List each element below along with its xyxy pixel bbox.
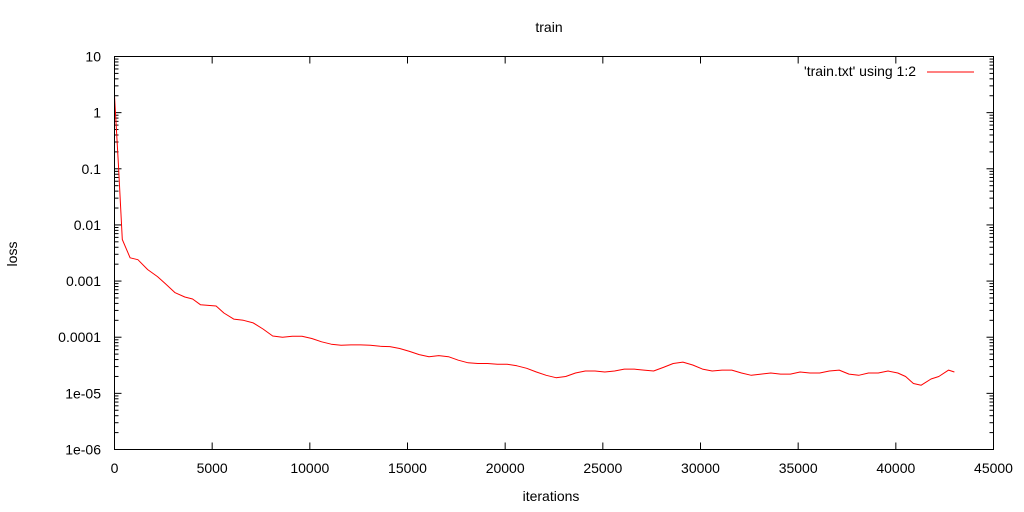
x-tick-label: 15000	[388, 460, 427, 476]
y-tick-label: 0.0001	[58, 329, 101, 345]
x-tick-label: 25000	[583, 460, 622, 476]
series-line-0	[114, 95, 955, 386]
chart-title: train	[535, 19, 562, 35]
plot-frame	[114, 56, 994, 450]
x-tick-label: 5000	[197, 460, 228, 476]
y-tick-label: 1	[93, 105, 101, 121]
y-tick-label: 1e-06	[65, 442, 101, 458]
x-tick-label: 45000	[974, 460, 1013, 476]
y-tick-label: 0.01	[74, 217, 101, 233]
series-layer	[114, 95, 955, 386]
x-tick-label: 10000	[290, 460, 329, 476]
tick-layer: 0 5000 10000 15000 20000 25000 30000 35000 40000…	[58, 49, 1013, 477]
x-tick-label: 30000	[681, 460, 720, 476]
y-axis-label: loss	[4, 242, 20, 267]
legend-label: 'train.txt' using 1:2	[804, 63, 916, 79]
x-tick-label: 0	[111, 460, 119, 476]
y-tick-label: 1e-05	[65, 385, 101, 401]
x-axis-label: iterations	[523, 488, 580, 504]
y-tick-label: 0.001	[66, 273, 101, 289]
y-tick-label: 0.1	[82, 161, 102, 177]
x-tick-label: 35000	[779, 460, 818, 476]
legend: 'train.txt' using 1:2	[804, 63, 974, 79]
x-tick-label: 40000	[876, 460, 915, 476]
y-tick-label: 10	[85, 49, 101, 65]
x-tick-label: 20000	[486, 460, 525, 476]
